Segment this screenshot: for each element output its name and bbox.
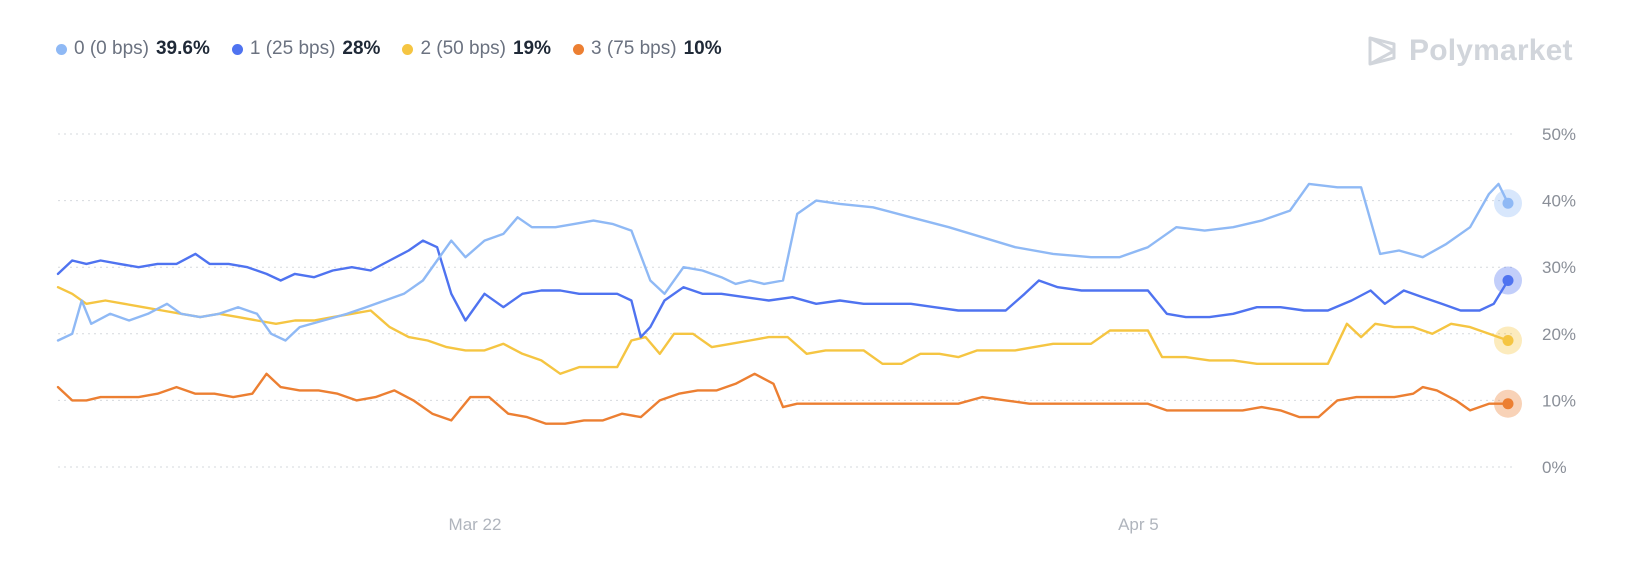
legend-value: 10% [683,38,722,59]
polymarket-logo: Polymarket [1365,34,1573,68]
y-tick-label: 0% [1542,458,1567,477]
y-tick-label: 50% [1542,125,1576,144]
legend-label: 2 (50 bps) [420,38,506,59]
x-tick-label: Mar 22 [449,515,502,534]
x-tick-label: Apr 5 [1118,515,1159,534]
legend-label: 3 (75 bps) [591,38,677,59]
chart-endpoints [1494,189,1522,418]
chart-lines [56,182,1510,425]
series-line-1 [56,239,1510,339]
legend-item-2: 2 (50 bps) 19% [402,38,551,60]
series-endpoint-dot-0 [1502,197,1514,209]
legend-dot-icon [573,43,585,55]
legend-value: 19% [512,38,552,59]
polymarket-logo-text: Polymarket [1409,34,1573,67]
legend-item-1: 1 (25 bps) 28% [231,38,381,60]
series-endpoint-dot-2 [1502,334,1514,346]
y-tick-label: 20% [1542,325,1576,344]
polymarket-logo-icon [1368,36,1396,66]
y-tick-label: 30% [1542,258,1576,277]
y-tick-label: 10% [1542,391,1576,410]
legend: 0 (0 bps) 39.6% 1 (25 bps) 28% 2 (50 bps) 19%… [56,38,722,60]
legend-dot-icon [56,43,67,55]
series-line-3 [56,372,1510,425]
legend-value: 39.6% [155,38,210,59]
legend-item-0: 0 (0 bps) 39.6% [56,38,210,60]
series-line-2 [56,286,1510,375]
legend-dot-icon [402,43,414,55]
y-axis-labels: 50% 40% 30% 20% 10% 0% [1542,125,1576,477]
series-endpoint-dot-1 [1502,275,1514,287]
chart-grid [58,133,1513,468]
series-endpoint-dot-3 [1502,398,1514,410]
legend-label: 1 (25 bps) [249,38,336,59]
y-tick-label: 40% [1542,192,1576,211]
series-line-0 [56,182,1510,342]
legend-item-3: 3 (75 bps) 10% [573,38,722,60]
legend-value: 28% [342,38,381,59]
legend-dot-icon [231,43,243,55]
legend-label: 0 (0 bps) [74,38,149,59]
x-axis-labels: Mar 22 Apr 5 [449,515,1159,534]
